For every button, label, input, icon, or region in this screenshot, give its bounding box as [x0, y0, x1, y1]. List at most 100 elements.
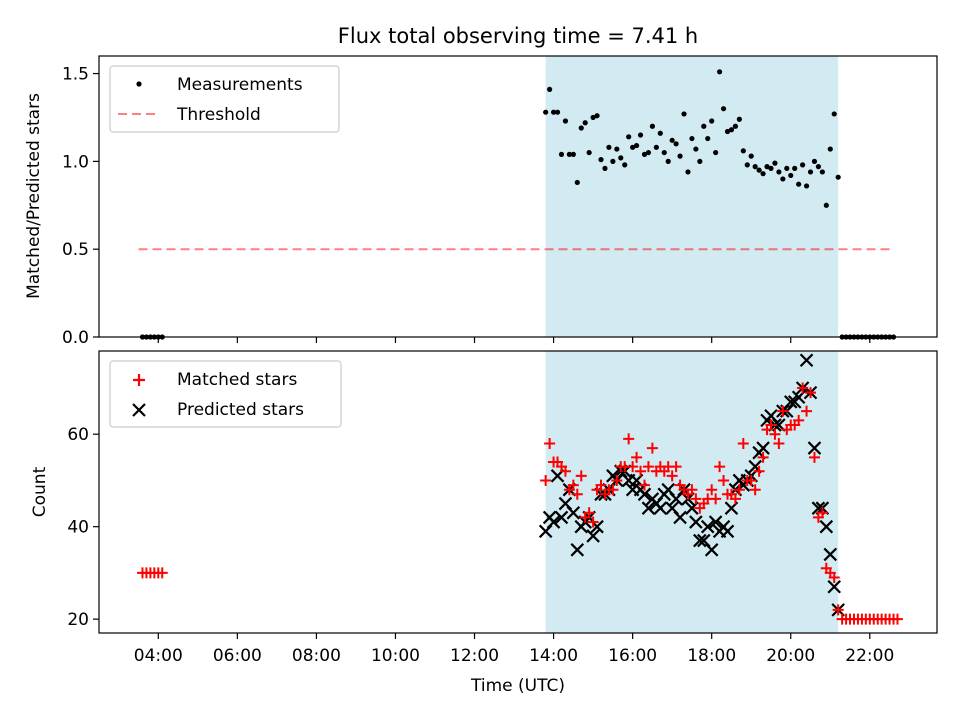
bottom-legend: Matched stars Predicted stars — [109, 360, 342, 428]
x-tick-label: 16:00 — [608, 646, 657, 666]
legend-predicted-label: Predicted stars — [177, 400, 304, 420]
measurement-point — [807, 169, 814, 175]
predicted-star-marker — [673, 510, 687, 525]
predicted-star-marker — [799, 353, 814, 368]
measurement-point — [800, 162, 806, 168]
measurement-point — [744, 162, 750, 168]
measurement-point — [582, 120, 588, 126]
measurement-point — [566, 151, 572, 157]
x-axis-label: Time (UTC) — [470, 676, 565, 696]
measurement-point — [792, 165, 798, 171]
matched-star-marker — [828, 572, 840, 584]
measurement-point — [760, 171, 766, 177]
matched-star-marker — [816, 507, 828, 519]
measurement-point — [693, 146, 699, 152]
bottom-panel: 20 40 60 04:00 06:00 08:00 10:00 12:00 14:00 16:… — [30, 350, 938, 696]
predicted-star-marker — [693, 533, 707, 548]
predicted-star-marker — [823, 547, 838, 562]
measurement-point — [772, 160, 778, 166]
measurement-point — [776, 169, 782, 175]
matched-star-marker — [769, 428, 781, 440]
matched-star-marker — [583, 507, 595, 519]
measurement-point — [823, 202, 829, 208]
measurement-point — [550, 109, 557, 115]
x-tick-label: 12:00 — [450, 646, 499, 666]
matched-star-marker — [575, 470, 587, 482]
measurement-point — [594, 113, 600, 119]
bottom-y-tick-label: 40 — [67, 518, 89, 538]
measurement-point — [649, 123, 655, 129]
measurement-point — [645, 149, 652, 156]
measurement-point — [653, 144, 659, 150]
predicted-star-marker — [708, 515, 723, 529]
top-y-axis-label: Matched/Predicted stars — [24, 93, 44, 299]
legend-matched-marker — [133, 374, 145, 386]
matched-star-marker — [749, 484, 761, 496]
matched-star-marker — [797, 382, 809, 394]
matched-star-marker — [567, 479, 579, 491]
matched-star-marker — [595, 479, 607, 491]
measurement-point — [796, 181, 802, 187]
measurement-point — [724, 128, 731, 135]
measurement-point — [641, 151, 648, 157]
predicted-star-marker — [756, 441, 770, 455]
measurement-point — [788, 172, 794, 179]
matched-star-marker — [714, 461, 726, 473]
matched-star-marker — [777, 405, 789, 417]
matched-star-marker — [666, 470, 678, 482]
measurement-point — [661, 149, 667, 156]
matched-star-marker — [544, 437, 556, 449]
matched-star-marker — [891, 613, 903, 625]
x-tick-label: 22:00 — [845, 646, 894, 666]
predicted-star-marker — [704, 543, 719, 557]
matched-star-marker — [670, 461, 682, 473]
measurement-point — [689, 135, 695, 142]
matched-star-marker — [793, 414, 805, 426]
measurement-point — [554, 109, 561, 115]
bottom-y-tick-label: 60 — [67, 425, 89, 445]
measurement-point — [713, 149, 719, 156]
top-legend-frame — [109, 65, 340, 133]
predicted-star-marker — [570, 543, 585, 557]
measurement-point — [657, 130, 663, 136]
matched-star-marker — [757, 451, 769, 463]
measurement-point — [835, 174, 841, 180]
measurement-point — [756, 167, 762, 173]
measurement-point — [748, 153, 754, 159]
top-legend: Measurements Threshold — [109, 65, 340, 133]
bottom-axes-frame — [98, 350, 938, 634]
matched-star-marker — [745, 474, 757, 486]
measurement-point — [815, 164, 822, 170]
bottom-y-ticks: 20 40 60 — [67, 425, 99, 630]
matched-star-marker — [773, 437, 785, 449]
measurement-point — [558, 151, 565, 157]
measurement-point — [831, 111, 837, 117]
matched-star-marker — [587, 516, 599, 528]
matched-star-marker — [631, 451, 643, 463]
predicted-star-marker — [637, 487, 652, 502]
measurement-point — [709, 118, 715, 124]
x-tick-label: 18:00 — [687, 646, 736, 666]
measurement-point — [811, 158, 818, 164]
measurement-point — [606, 144, 612, 150]
matched-star-marker — [627, 461, 639, 473]
x-tick-label: 14:00 — [529, 646, 578, 666]
x-tick-label: 04:00 — [134, 646, 183, 666]
predicted-star-marker — [566, 506, 581, 520]
measurement-point — [618, 155, 624, 161]
x-tick-label: 06:00 — [213, 646, 262, 666]
measurement-point — [716, 69, 723, 75]
legend-predicted-marker — [132, 403, 146, 417]
bottom-y-axis-label: Count — [30, 466, 50, 517]
measurement-point — [602, 165, 608, 171]
measurement-point — [740, 148, 746, 154]
matched-star-marker — [733, 484, 745, 496]
matched-star-marker — [737, 437, 749, 449]
legend-threshold-label: Threshold — [176, 105, 261, 125]
top-y-tick-label: 1.0 — [62, 152, 89, 172]
predicted-star-marker — [720, 524, 735, 539]
top-x-ticks — [157, 337, 871, 343]
measurement-point — [677, 153, 683, 159]
predicted-star-marker — [554, 510, 569, 525]
